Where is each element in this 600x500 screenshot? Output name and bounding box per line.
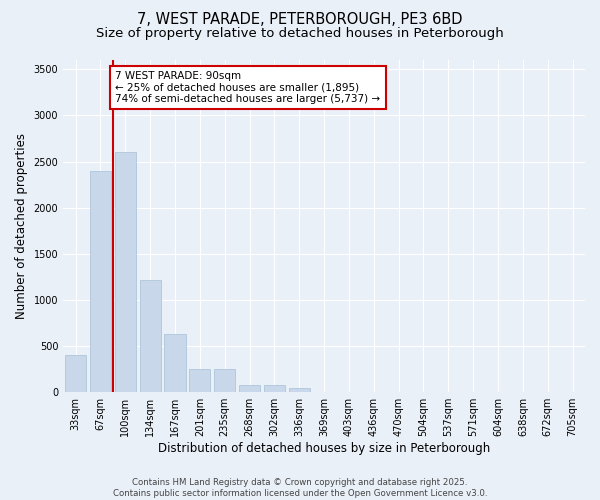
Bar: [90, 170, 111, 392]
Bar: [289, 388, 310, 392]
Text: Size of property relative to detached houses in Peterborough: Size of property relative to detached ho…: [96, 28, 504, 40]
Text: Contains HM Land Registry data © Crown copyright and database right 2025.
Contai: Contains HM Land Registry data © Crown c…: [113, 478, 487, 498]
Bar: [140, 280, 161, 392]
Text: 7, WEST PARADE, PETERBOROUGH, PE3 6BD: 7, WEST PARADE, PETERBOROUGH, PE3 6BD: [137, 12, 463, 28]
X-axis label: Distribution of detached houses by size in Peterborough: Distribution of detached houses by size …: [158, 442, 490, 455]
Bar: [264, 385, 285, 392]
Text: 7 WEST PARADE: 90sqm
← 25% of detached houses are smaller (1,895)
74% of semi-de: 7 WEST PARADE: 90sqm ← 25% of detached h…: [115, 71, 380, 104]
Bar: [115, 152, 136, 392]
Bar: [214, 369, 235, 392]
Bar: [164, 334, 185, 392]
Bar: [239, 385, 260, 392]
Y-axis label: Number of detached properties: Number of detached properties: [15, 133, 28, 319]
Bar: [189, 369, 211, 392]
Bar: [65, 356, 86, 392]
